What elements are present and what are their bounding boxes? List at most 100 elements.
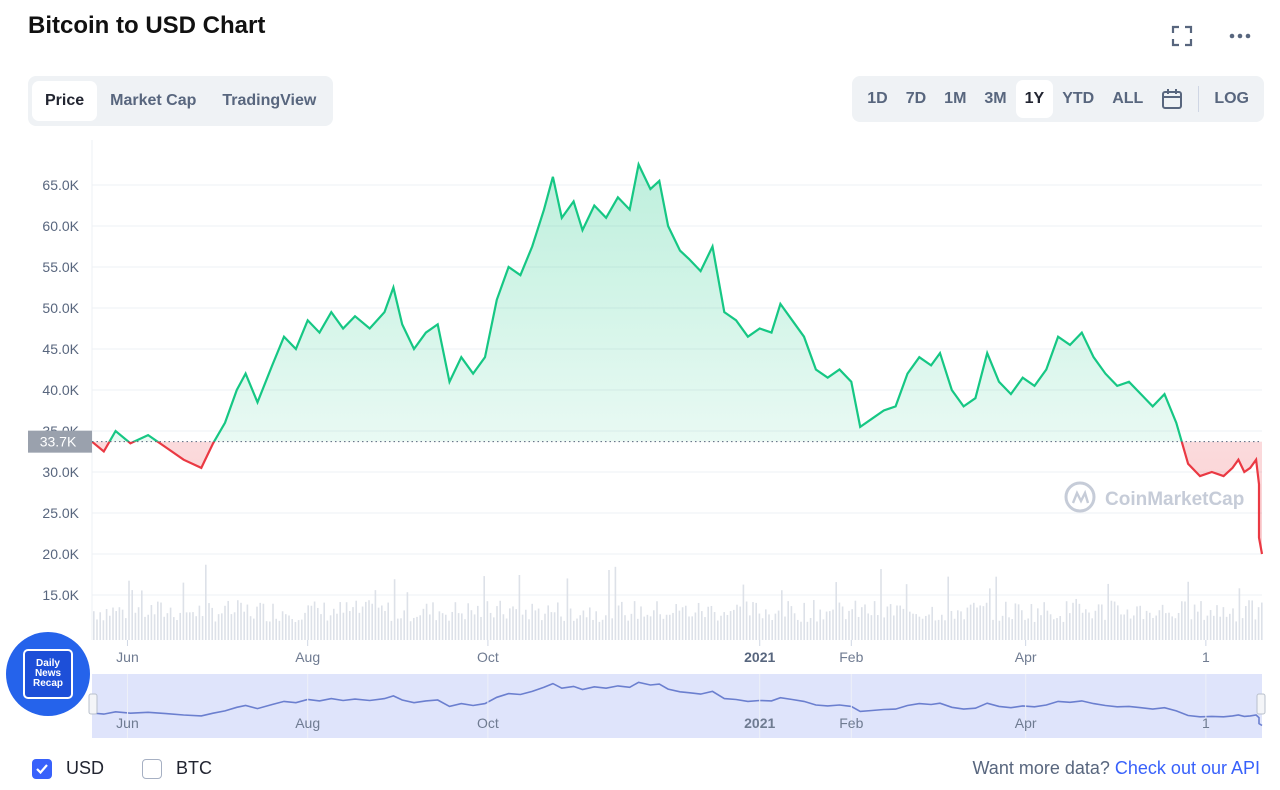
volume-bar: [1126, 609, 1129, 640]
tab-tradingview[interactable]: TradingView: [222, 92, 317, 109]
range-1m[interactable]: 1M: [944, 90, 967, 107]
volume-bar: [745, 601, 748, 640]
y-tick-label: 45.0K: [42, 341, 79, 357]
volume-bar: [1097, 604, 1100, 640]
volume-bar: [413, 617, 415, 640]
volume-bar: [275, 618, 277, 640]
volume-bar: [1155, 615, 1157, 640]
volume-bar: [96, 619, 98, 640]
volume-bar: [1190, 619, 1193, 640]
volume-bar: [454, 602, 457, 640]
range-navigator[interactable]: Jun Aug Oct 2021 Feb Apr 1: [88, 674, 1266, 738]
volume-bar: [960, 611, 962, 640]
volume-bar: [838, 602, 841, 640]
volume-bar: [585, 617, 588, 640]
volume-bar: [310, 605, 313, 640]
range-ytd[interactable]: YTD: [1062, 90, 1095, 107]
range-1d[interactable]: 1D: [867, 90, 888, 107]
volume-bar: [1184, 601, 1186, 640]
volume-bar: [1197, 611, 1199, 640]
calendar-icon[interactable]: [1152, 80, 1192, 118]
volume-bar: [1030, 604, 1033, 640]
range-1y[interactable]: 1Y: [1015, 80, 1054, 118]
log-scale-toggle[interactable]: LOG: [1214, 90, 1249, 107]
tab-market-cap[interactable]: Market Cap: [110, 92, 197, 109]
volume-bar: [950, 610, 953, 640]
range-7d[interactable]: 7D: [905, 90, 927, 107]
volume-bar: [358, 612, 361, 640]
more-options-icon[interactable]: [1228, 24, 1252, 48]
volume-bar: [560, 616, 562, 640]
volume-bar: [499, 600, 501, 640]
volume-bar: [336, 613, 338, 640]
volume-bar: [835, 582, 837, 640]
volume-bar: [755, 602, 757, 640]
volume-bar: [803, 602, 805, 640]
fullscreen-icon[interactable]: [1170, 24, 1194, 48]
volume-bar: [902, 608, 905, 640]
volume-bar: [931, 606, 933, 640]
range-3m[interactable]: 3M: [984, 90, 1007, 107]
volume-bar: [214, 621, 217, 640]
usd-label: USD: [66, 758, 105, 778]
badge-line-3: Recap: [32, 678, 63, 689]
volume-bar: [333, 608, 335, 640]
volume-bar: [621, 601, 623, 640]
btc-checkbox[interactable]: [142, 758, 163, 779]
volume-bar: [809, 617, 812, 640]
volume-bar: [313, 601, 316, 640]
volume-bar: [185, 612, 188, 640]
volume-bar: [240, 602, 242, 640]
volume-bar: [157, 601, 159, 640]
volume-bar: [521, 614, 524, 640]
volume-bar: [150, 604, 153, 640]
volume-bar: [531, 603, 533, 640]
volume-bar: [291, 618, 293, 640]
tab-price[interactable]: Price: [32, 81, 98, 121]
volume-bar: [832, 609, 834, 640]
volume-bar: [381, 605, 383, 640]
volume-bar: [406, 592, 409, 640]
volume-bar: [669, 614, 671, 640]
volume-bar: [246, 604, 249, 640]
api-link[interactable]: Check out our API: [1114, 758, 1260, 778]
price-line-up: [92, 161, 1183, 442]
volume-bar: [371, 603, 373, 640]
volume-bar: [115, 611, 117, 640]
volume-bar: [105, 609, 108, 640]
volume-bar: [1110, 600, 1113, 640]
volume-bar: [233, 612, 236, 640]
volume-bar: [761, 618, 764, 640]
volume-bar: [1075, 598, 1077, 640]
range-divider: [1198, 86, 1200, 112]
volume-bar: [249, 616, 252, 640]
volume-bar: [1072, 602, 1074, 640]
volume-bar: [269, 621, 271, 640]
volume-bar: [1133, 615, 1135, 640]
volume-bar: [489, 612, 492, 640]
volume-bar: [726, 614, 729, 640]
volume-bar: [393, 579, 396, 640]
range-all[interactable]: ALL: [1112, 90, 1144, 107]
volume-bar: [982, 606, 985, 640]
volume-bar: [1209, 610, 1212, 640]
volume-bar: [179, 612, 181, 640]
usd-checkbox[interactable]: [32, 758, 52, 779]
volume-bar: [272, 603, 274, 640]
volume-bar: [173, 617, 175, 640]
volume-bar: [841, 606, 844, 640]
volume-bar: [662, 618, 665, 640]
y-tick-label: 15.0K: [42, 587, 79, 603]
volume-bar: [697, 602, 700, 640]
volume-bar: [297, 620, 300, 640]
volume-bar: [793, 613, 796, 640]
check-icon: [36, 763, 48, 774]
x-tick-label: Oct: [477, 649, 499, 665]
volume-bar: [701, 611, 703, 640]
volume-bar: [1062, 621, 1065, 640]
volume-bar: [957, 610, 959, 640]
volume-bar: [877, 615, 879, 640]
volume-bar: [195, 616, 197, 640]
reference-label-box: [28, 430, 92, 453]
